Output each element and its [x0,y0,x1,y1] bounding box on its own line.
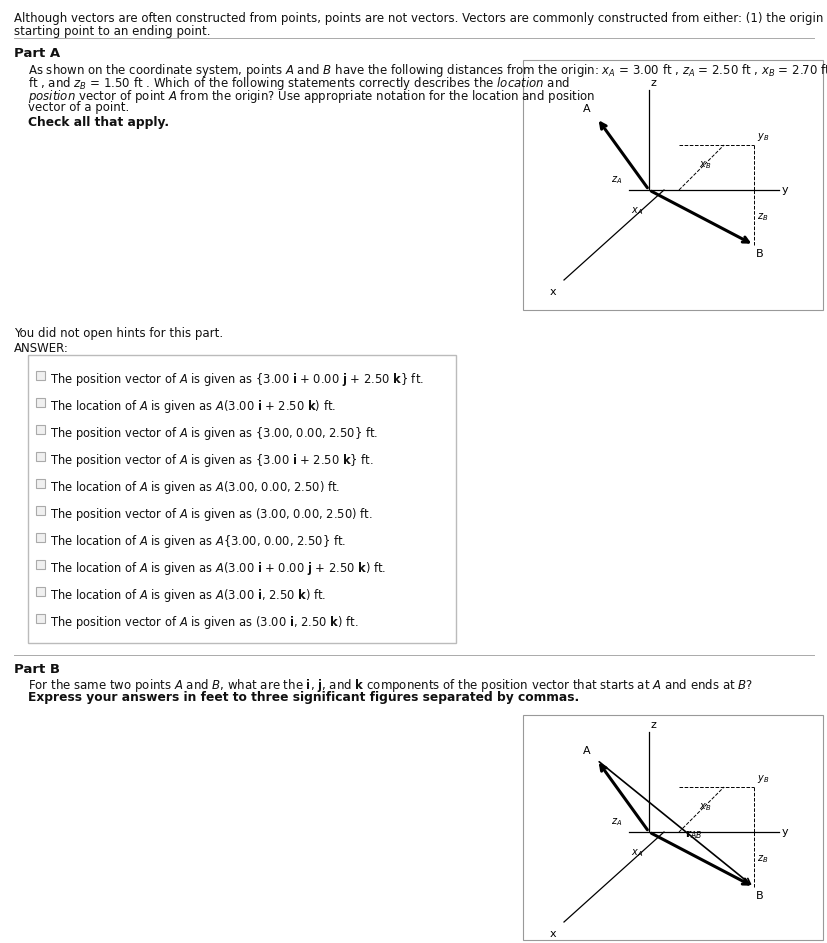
Text: ANSWER:: ANSWER: [14,342,69,355]
Bar [36,587,45,596]
Bar [36,371,45,380]
Bar [28,355,456,643]
Text: Check all that apply.: Check all that apply. [28,116,169,129]
Text: The location of $A$ is given as $A$(3.00 $\mathbf{i}$, 2.50 $\mathbf{k}$) ft.: The location of $A$ is given as $A$(3.00… [50,587,326,604]
Text: B: B [755,891,762,901]
Text: Express your answers in feet to three significant figures separated by commas.: Express your answers in feet to three si… [28,691,579,704]
Text: $\it{position}$ vector of point $A$ from the origin? Use appropriate notation fo: $\it{position}$ vector of point $A$ from… [28,88,595,105]
Text: $z_A$: $z_A$ [610,816,622,828]
Text: $z_B$: $z_B$ [756,211,767,223]
Text: A: A [583,746,590,756]
Text: The position vector of $A$ is given as (3.00, 0.00, 2.50) ft.: The position vector of $A$ is given as (… [50,506,372,523]
Text: The location of $A$ is given as $A$(3.00 $\mathbf{i}$ + 2.50 $\mathbf{k}$) ft.: The location of $A$ is given as $A$(3.00… [50,398,336,415]
Text: z: z [650,720,656,730]
Text: $y_B$: $y_B$ [756,131,768,143]
Bar [36,425,45,434]
Text: The location of $A$ is given as $A${3.00, 0.00, 2.50} ft.: The location of $A$ is given as $A${3.00… [50,533,346,550]
Text: starting point to an ending point.: starting point to an ending point. [14,25,210,38]
Bar [36,533,45,542]
Text: $\mathbf{r}_{AB}$: $\mathbf{r}_{AB}$ [685,829,702,841]
Text: $x_A$: $x_A$ [630,847,643,859]
Text: $x_B$: $x_B$ [698,802,710,813]
Text: You did not open hints for this part.: You did not open hints for this part. [14,327,222,340]
Text: The location of $A$ is given as $A$(3.00, 0.00, 2.50) ft.: The location of $A$ is given as $A$(3.00… [50,479,340,496]
Text: Part A: Part A [14,47,60,60]
Text: $z_A$: $z_A$ [610,174,622,186]
Text: The position vector of $A$ is given as {3.00 $\mathbf{i}$ + 2.50 $\mathbf{k}$} f: The position vector of $A$ is given as {… [50,452,373,469]
Text: ft , and $z_B$ = 1.50 ft . Which of the following statements correctly describes: ft , and $z_B$ = 1.50 ft . Which of the … [28,75,569,92]
Text: $y_B$: $y_B$ [756,773,768,785]
Text: The position vector of $A$ is given as {3.00 $\mathbf{i}$ + 0.00 $\mathbf{j}$ + : The position vector of $A$ is given as {… [50,371,423,388]
Text: y: y [781,185,787,195]
Bar [36,506,45,515]
Text: y: y [781,827,787,837]
Text: $x_B$: $x_B$ [698,159,710,171]
Bar [36,398,45,407]
Text: B: B [755,249,762,259]
Text: For the same two points $A$ and $B$, what are the $\mathbf{i}$, $\mathbf{j}$, an: For the same two points $A$ and $B$, wha… [28,677,752,694]
Text: $z_B$: $z_B$ [756,853,767,866]
Text: x: x [548,929,555,939]
Text: The position vector of $A$ is given as {3.00, 0.00, 2.50} ft.: The position vector of $A$ is given as {… [50,425,378,442]
Bar [36,452,45,461]
Bar [36,560,45,569]
Text: x: x [548,287,555,297]
Text: A: A [583,104,590,114]
Text: $x_A$: $x_A$ [630,205,643,217]
Text: As shown on the coordinate system, points $A$ and $B$ have the following distanc: As shown on the coordinate system, point… [28,62,827,79]
Text: vector of a point.: vector of a point. [28,101,129,114]
Text: The position vector of $A$ is given as (3.00 $\mathbf{i}$, 2.50 $\mathbf{k}$) ft: The position vector of $A$ is given as (… [50,614,358,631]
Bar [523,715,822,940]
Text: Although vectors are often constructed from points, points are not vectors. Vect: Although vectors are often constructed f… [14,12,827,25]
Text: z: z [650,78,656,88]
Text: Part B: Part B [14,663,60,676]
Bar [36,614,45,623]
Bar [36,479,45,488]
Text: The location of $A$ is given as $A$(3.00 $\mathbf{i}$ + 0.00 $\mathbf{j}$ + 2.50: The location of $A$ is given as $A$(3.00… [50,560,385,577]
Bar [523,60,822,310]
